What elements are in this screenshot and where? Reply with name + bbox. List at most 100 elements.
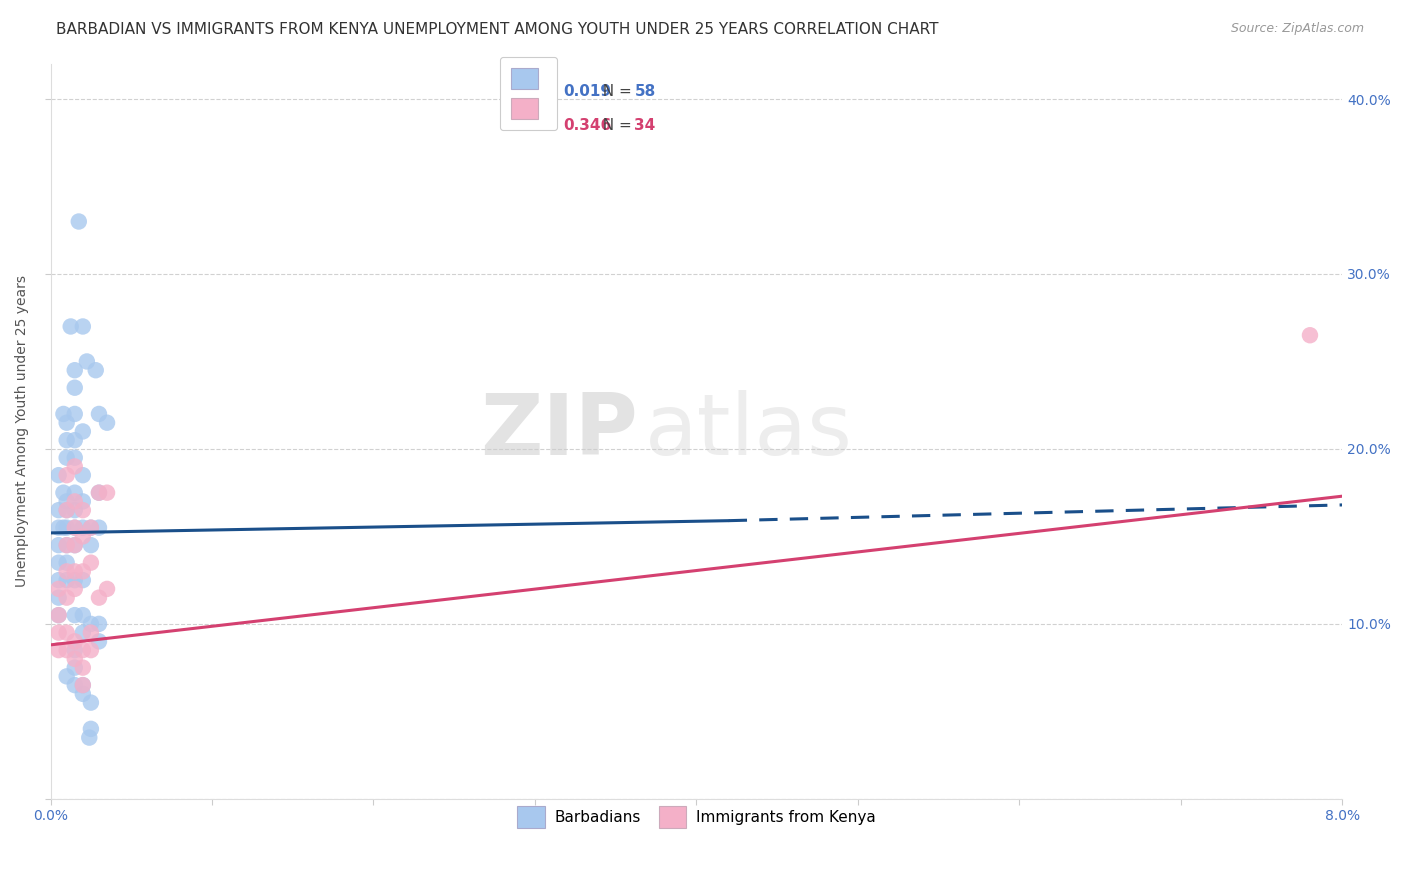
Point (63, 363, 86, 377)
Point (55, 565, 77, 579)
Point (72, 319, 94, 334)
Point (48, 556, 70, 570)
Y-axis label: Unemployment Among Youth under 25 years: Unemployment Among Youth under 25 years (15, 276, 30, 588)
Text: 0.346: 0.346 (564, 119, 612, 133)
Legend: Barbadians, Immigrants from Kenya: Barbadians, Immigrants from Kenya (510, 798, 883, 835)
Point (72, 468, 94, 483)
Point (55, 450, 77, 465)
Point (48, 503, 70, 517)
Point (72, 503, 94, 517)
Point (80, 521, 103, 535)
Point (63, 407, 86, 421)
Point (55, 591, 77, 605)
Point (48, 608, 70, 623)
Point (48, 573, 70, 587)
Point (63, 608, 86, 623)
Point (77, 731, 100, 745)
Point (72, 660, 94, 674)
Point (55, 643, 77, 657)
Point (80, 521, 103, 535)
Point (72, 425, 94, 439)
Point (55, 468, 77, 483)
Point (52, 521, 75, 535)
Point (87, 485, 110, 500)
Point (63, 381, 86, 395)
Text: R =: R = (519, 119, 553, 133)
Point (55, 538, 77, 552)
Point (63, 652, 86, 666)
Text: 58: 58 (634, 85, 655, 100)
Point (48, 468, 70, 483)
Point (1299, 328, 1322, 343)
Point (72, 643, 94, 657)
Point (63, 450, 86, 465)
Point (63, 521, 86, 535)
Point (67, 214, 90, 228)
Point (72, 608, 94, 623)
Point (80, 556, 103, 570)
Point (48, 625, 70, 640)
Point (59, 319, 82, 334)
Point (72, 529, 94, 543)
Point (80, 722, 103, 736)
Point (63, 643, 86, 657)
Point (63, 538, 86, 552)
Point (96, 582, 118, 596)
Point (80, 643, 103, 657)
Point (63, 582, 86, 596)
Point (72, 565, 94, 579)
Point (80, 696, 103, 710)
Point (55, 433, 77, 447)
Point (55, 416, 77, 430)
Point (63, 538, 86, 552)
Point (55, 521, 77, 535)
Text: N =: N = (593, 85, 637, 100)
Point (63, 573, 86, 587)
Text: BARBADIAN VS IMMIGRANTS FROM KENYA UNEMPLOYMENT AMONG YOUTH UNDER 25 YEARS CORRE: BARBADIAN VS IMMIGRANTS FROM KENYA UNEMP… (56, 22, 939, 37)
Point (52, 485, 75, 500)
Point (76, 354, 98, 368)
Point (48, 521, 70, 535)
Point (48, 643, 70, 657)
Point (87, 521, 110, 535)
Point (55, 573, 77, 587)
Point (63, 678, 86, 692)
Point (96, 416, 118, 430)
Point (72, 494, 94, 508)
Point (63, 503, 86, 517)
Text: ZIP: ZIP (481, 390, 638, 473)
Point (63, 459, 86, 474)
Point (63, 485, 86, 500)
Text: R =: R = (519, 85, 553, 100)
Point (48, 538, 70, 552)
Point (72, 678, 94, 692)
Point (63, 565, 86, 579)
Text: atlas: atlas (645, 390, 852, 473)
Point (87, 634, 110, 648)
Point (55, 494, 77, 508)
Point (72, 687, 94, 701)
Text: 34: 34 (634, 119, 655, 133)
Point (63, 660, 86, 674)
Point (55, 625, 77, 640)
Point (87, 485, 110, 500)
Point (72, 625, 94, 640)
Text: Source: ZipAtlas.com: Source: ZipAtlas.com (1230, 22, 1364, 36)
Point (55, 538, 77, 552)
Point (63, 521, 86, 535)
Text: 0.019: 0.019 (564, 85, 612, 100)
Text: N =: N = (593, 119, 637, 133)
Point (80, 616, 103, 631)
Point (55, 669, 77, 683)
Point (48, 582, 70, 596)
Point (55, 503, 77, 517)
Point (72, 521, 94, 535)
Point (80, 625, 103, 640)
Point (84, 363, 107, 377)
Point (87, 591, 110, 605)
Point (63, 494, 86, 508)
Point (55, 556, 77, 570)
Point (48, 591, 70, 605)
Point (52, 407, 75, 421)
Point (72, 573, 94, 587)
